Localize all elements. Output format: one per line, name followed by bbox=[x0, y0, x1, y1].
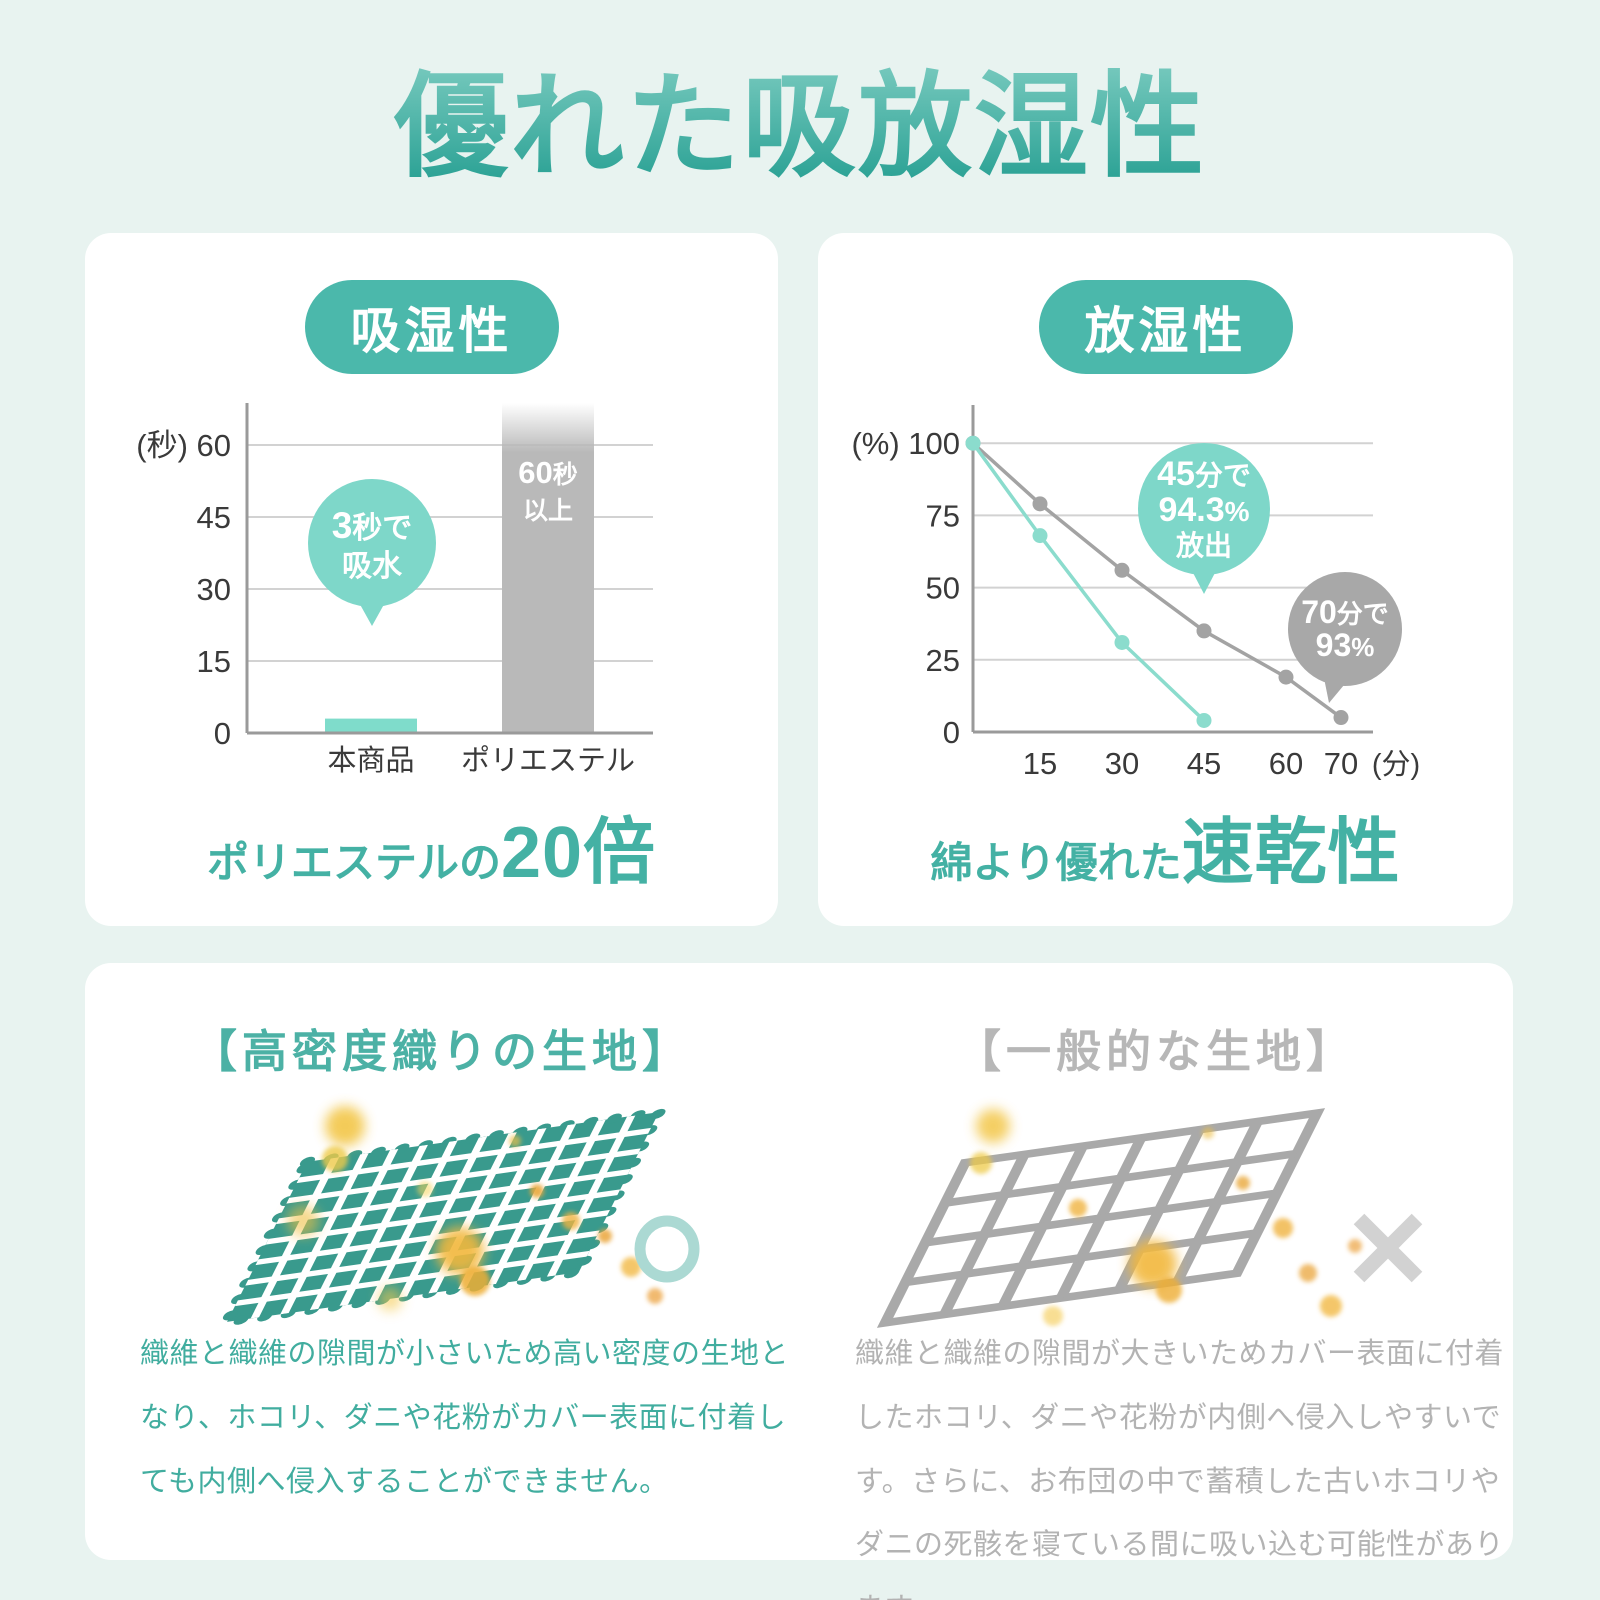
teal-line-point bbox=[1032, 528, 1048, 544]
gray-line-point bbox=[1278, 669, 1294, 685]
pollen-particles bbox=[287, 1106, 663, 1311]
overflow-bar-label: 以上 bbox=[523, 497, 573, 525]
release-card: (%) 100 75 50 25 0 15 30 45 60 70 (分) 45分で 94.3% 放出 70… bbox=[818, 233, 1513, 926]
x-tick-label: 45 bbox=[1187, 746, 1221, 781]
absorption-caption-prefix: ポリエステルの bbox=[206, 839, 501, 886]
absorption-bubble bbox=[308, 479, 436, 607]
common-fabric-heading: 【一般的な生地】 bbox=[955, 1026, 1356, 1077]
fabric-comparison-card: 【高密度織りの生地】 【一般的な生地】 bbox=[85, 963, 1513, 1600]
teal-line-point bbox=[1114, 634, 1130, 650]
dense-fabric-description: 織維と織維の隙間が小さいため高い密度の生地となり、ホコリ、ダニや花粉がカバー表面… bbox=[140, 1338, 790, 1498]
release-bubble-teal bbox=[1138, 443, 1270, 575]
absorption-caption: ポリエステルの20倍 bbox=[85, 793, 778, 898]
bubble-pointer bbox=[1323, 673, 1349, 703]
y-tick-label: 0 bbox=[214, 716, 231, 751]
circle-mark-icon bbox=[634, 1215, 700, 1283]
gray-line-point bbox=[1196, 623, 1212, 639]
bubble-text: 吸水 bbox=[342, 550, 403, 583]
x-tick-label: 15 bbox=[1023, 746, 1057, 781]
bubble-text: 放出 bbox=[1175, 529, 1232, 561]
dense-fabric-heading: 【高密度織りの生地】 bbox=[191, 1026, 692, 1077]
y-tick-label: 25 bbox=[926, 643, 960, 678]
teal-line-point bbox=[965, 435, 981, 451]
y-tick-label: 30 bbox=[197, 572, 231, 607]
x-tick-label: 30 bbox=[1105, 746, 1139, 781]
gray-line bbox=[971, 441, 1343, 719]
dense-fabric-illustration bbox=[217, 1106, 669, 1328]
cross-mark-icon bbox=[1353, 1213, 1423, 1283]
absorption-badge: 吸湿性 bbox=[304, 280, 559, 374]
bubble-text: 93% bbox=[1316, 627, 1375, 663]
y-tick-label: 75 bbox=[926, 498, 960, 533]
bubble-pointer bbox=[1190, 567, 1218, 594]
bar-product bbox=[325, 718, 417, 733]
common-fabric-description: 織維と織維の隙間が大きいためカバー表面に付着したホコリ、ダニや花粉が内側へ侵入し… bbox=[855, 1338, 1505, 1600]
pollen-particles bbox=[970, 1109, 1362, 1326]
absorption-caption-highlight: 20倍 bbox=[500, 813, 657, 893]
y-tick-label: 0 bbox=[943, 715, 960, 750]
y-tick-label: 15 bbox=[197, 644, 231, 679]
page-title: 優れた吸放湿性 bbox=[0, 34, 1600, 199]
y-tick-label: (秒) 60 bbox=[136, 428, 231, 463]
open-fabric-illustration bbox=[876, 1108, 1362, 1328]
y-tick-label: 50 bbox=[926, 571, 960, 606]
x-unit-label: (分) bbox=[1372, 749, 1420, 781]
teal-line bbox=[971, 442, 1206, 722]
y-tick-label: 45 bbox=[197, 500, 231, 535]
x-tick-label: 70 bbox=[1324, 746, 1358, 781]
gray-line-point bbox=[1333, 710, 1349, 726]
gray-line-point bbox=[1114, 562, 1130, 578]
overflow-bar-label: 60秒 bbox=[518, 455, 578, 490]
x-tick-label: 60 bbox=[1269, 746, 1303, 781]
open-weave-mesh bbox=[876, 1108, 1326, 1328]
release-bubble-gray bbox=[1288, 572, 1402, 686]
bar-polyester bbox=[502, 403, 594, 733]
absorption-card: (秒) 60 45 30 15 0 本商品 ポリエステル 60秒以上 3秒で吸水 吸湿性 ポリエ… bbox=[85, 233, 778, 926]
category-label: 本商品 bbox=[327, 744, 414, 777]
category-label: ポリエステル bbox=[461, 744, 635, 777]
release-caption-highlight: 速乾性 bbox=[1181, 813, 1401, 893]
gray-line-point bbox=[1032, 496, 1048, 512]
bubble-text: 3秒で bbox=[332, 505, 413, 546]
teal-line-point bbox=[1196, 712, 1212, 728]
release-caption: 綿より優れた速乾性 bbox=[818, 793, 1513, 898]
bubble-pointer bbox=[357, 599, 387, 626]
bubble-text: 45分で bbox=[1157, 455, 1251, 493]
bubble-text: 70分で bbox=[1301, 594, 1389, 630]
release-caption-prefix: 綿より優れた bbox=[930, 839, 1182, 886]
release-badge: 放湿性 bbox=[1038, 280, 1293, 374]
bubble-text: 94.3% bbox=[1158, 491, 1249, 529]
y-tick-label: (%) 100 bbox=[851, 426, 960, 461]
